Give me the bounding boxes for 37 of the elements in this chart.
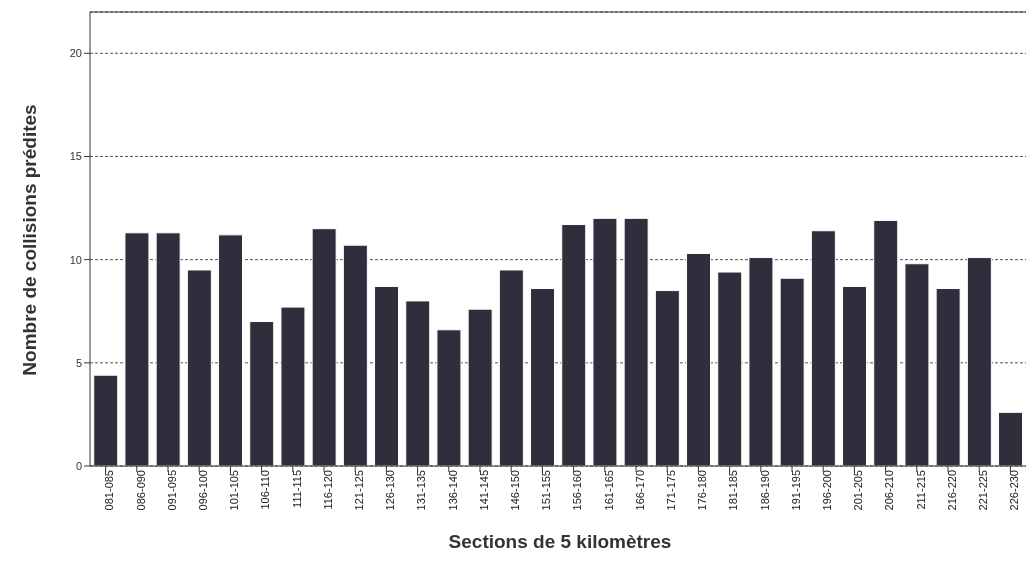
- y-tick-label: 5: [75, 356, 82, 369]
- x-axis-title: Sections de 5 kilomètres: [447, 531, 673, 553]
- y-tick-label: 20: [69, 47, 82, 60]
- x-tick-label: 086-090: [134, 470, 147, 511]
- x-tick-label: 161-165: [602, 470, 615, 511]
- x-tick-label: 156-160: [571, 470, 584, 511]
- x-tick-label: 211-215: [914, 470, 927, 510]
- y-tick-label: 0: [75, 459, 82, 472]
- x-tick-label: 116-120: [321, 470, 334, 510]
- x-tick-label: 171-175: [665, 470, 678, 511]
- x-tick-label: 096-100: [197, 470, 210, 511]
- x-tick-label: 131-135: [415, 470, 428, 511]
- x-tick-label: 201-205: [852, 470, 865, 511]
- y-axis-title: Nombre de collisions prédites: [19, 104, 41, 376]
- x-tick-label: 111-115: [290, 470, 303, 508]
- x-tick-label: 216-220: [945, 470, 958, 511]
- x-tick-label: 176-180: [696, 470, 709, 511]
- x-tick-label: 081-085: [103, 470, 116, 511]
- x-tick-label: 226-230: [1008, 470, 1021, 511]
- x-tick-label: 136-140: [446, 470, 459, 511]
- x-tick-label: 186-190: [758, 470, 771, 511]
- x-tick-label: 196-200: [821, 470, 834, 511]
- x-tick-label: 181-185: [727, 470, 740, 511]
- x-tick-label: 191-195: [789, 470, 802, 511]
- x-tick-label: 106-110: [259, 470, 272, 510]
- x-tick-label: 206-210: [883, 470, 896, 511]
- x-tick-label: 091-095: [165, 470, 178, 511]
- y-tick-label: 10: [69, 253, 82, 266]
- x-tick-label: 146-150: [509, 470, 522, 511]
- x-tick-label: 141-145: [477, 470, 490, 511]
- x-tick-label: 151-155: [540, 470, 553, 511]
- x-tick-label: 101-105: [228, 470, 241, 511]
- x-tick-label: 166-170: [633, 470, 646, 511]
- x-tick-label: 126-130: [384, 470, 397, 511]
- x-tick-label: 121-125: [353, 470, 366, 511]
- y-tick-label: 15: [69, 150, 82, 163]
- x-tick-label: 221-225: [977, 470, 990, 511]
